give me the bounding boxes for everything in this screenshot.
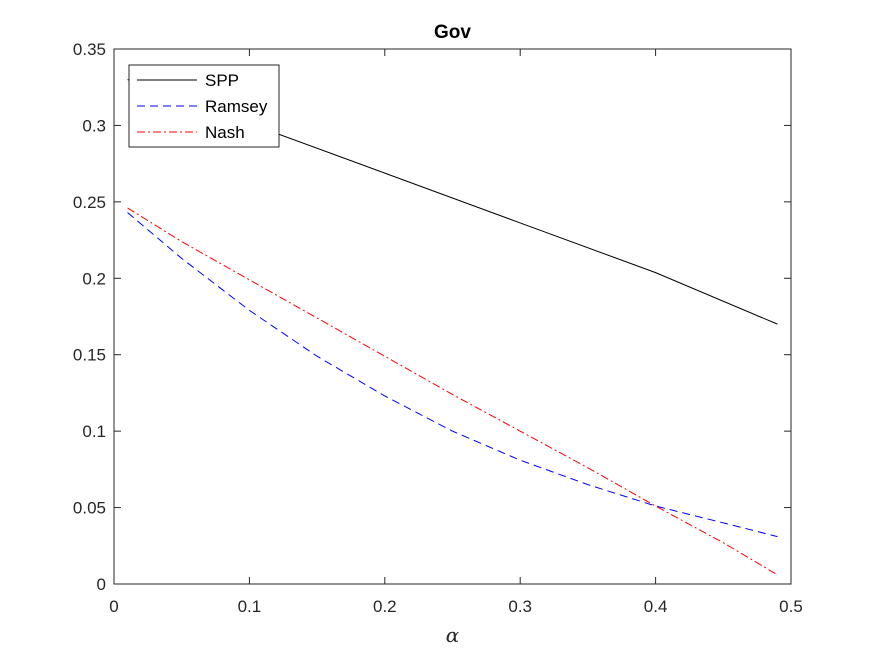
y-tick-label: 0.35 xyxy=(73,40,106,59)
y-tick-label: 0.15 xyxy=(73,346,106,365)
y-tick-labels: 0 0.05 0.1 0.15 0.2 0.25 0.3 0.35 xyxy=(73,40,106,594)
plot-frame xyxy=(113,48,792,585)
legend-label-ramsey: Ramsey xyxy=(205,97,268,116)
legend-label-nash: Nash xyxy=(205,123,245,142)
x-tick-label: 0 xyxy=(109,597,118,616)
series-line-ramsey xyxy=(127,212,778,538)
x-tick-labels: 0 0.1 0.2 0.3 0.4 0.5 xyxy=(109,597,803,616)
x-axis-label: α xyxy=(446,623,460,647)
y-tick-label: 0.1 xyxy=(82,422,106,441)
y-tick-label: 0.25 xyxy=(73,193,106,212)
chart-title: Gov xyxy=(434,22,471,43)
legend: SPP Ramsey Nash xyxy=(128,64,280,148)
x-tick-label: 0.5 xyxy=(779,597,803,616)
y-tick-label: 0 xyxy=(97,575,106,594)
x-tick-label: 0.2 xyxy=(373,597,397,616)
series-line-nash xyxy=(127,207,778,576)
x-tick-label: 0.1 xyxy=(238,597,262,616)
y-tick-label: 0.05 xyxy=(73,499,106,518)
y-tick-label: 0.2 xyxy=(82,269,106,288)
x-tick-label: 0.4 xyxy=(644,597,668,616)
legend-label-spp: SPP xyxy=(205,71,239,90)
x-tick-label: 0.3 xyxy=(508,597,532,616)
y-tick-label: 0.3 xyxy=(82,116,106,135)
